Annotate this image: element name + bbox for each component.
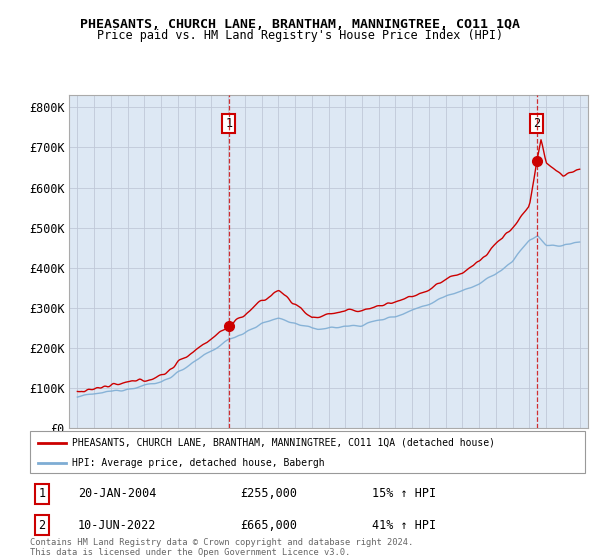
Text: 2: 2 [533,117,541,130]
Text: Price paid vs. HM Land Registry's House Price Index (HPI): Price paid vs. HM Land Registry's House … [97,29,503,42]
Text: PHEASANTS, CHURCH LANE, BRANTHAM, MANNINGTREE, CO11 1QA: PHEASANTS, CHURCH LANE, BRANTHAM, MANNIN… [80,18,520,31]
Text: Contains HM Land Registry data © Crown copyright and database right 2024.
This d: Contains HM Land Registry data © Crown c… [30,538,413,557]
Text: 20-JAN-2004: 20-JAN-2004 [78,487,157,501]
Text: £255,000: £255,000 [240,487,297,501]
Text: £665,000: £665,000 [240,519,297,532]
Text: 41% ↑ HPI: 41% ↑ HPI [372,519,436,532]
Text: 15% ↑ HPI: 15% ↑ HPI [372,487,436,501]
Text: 1: 1 [226,117,232,130]
Text: 2: 2 [38,519,46,532]
Text: PHEASANTS, CHURCH LANE, BRANTHAM, MANNINGTREE, CO11 1QA (detached house): PHEASANTS, CHURCH LANE, BRANTHAM, MANNIN… [71,438,494,448]
FancyBboxPatch shape [30,431,585,473]
Text: 10-JUN-2022: 10-JUN-2022 [78,519,157,532]
Text: 1: 1 [38,487,46,501]
Text: HPI: Average price, detached house, Babergh: HPI: Average price, detached house, Babe… [71,458,324,468]
